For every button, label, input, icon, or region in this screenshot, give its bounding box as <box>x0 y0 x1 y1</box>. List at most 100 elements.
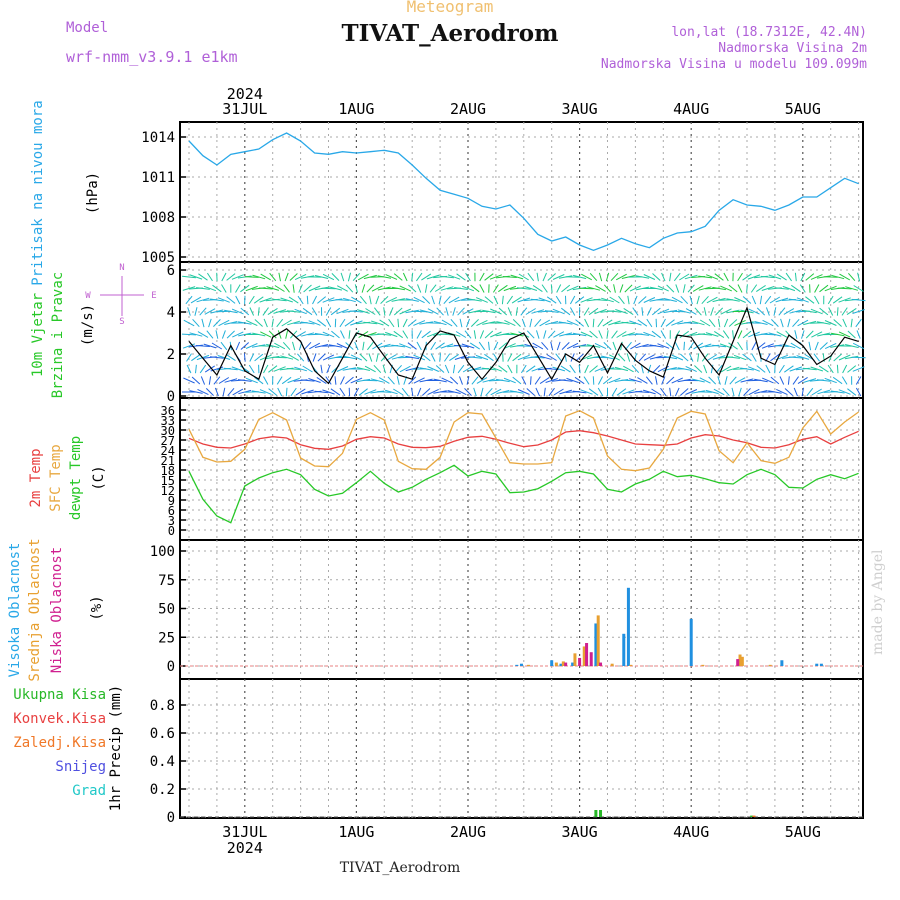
y-tick-label: 6 <box>168 504 175 518</box>
wind-arrow <box>827 295 834 305</box>
wind-arrow <box>687 284 695 293</box>
wind-arrow <box>624 284 633 293</box>
wind-arrow <box>613 284 616 293</box>
wind-arrow <box>558 379 573 382</box>
wind-arrow <box>368 353 373 362</box>
cloud-bar <box>582 646 586 666</box>
wind-arrow <box>342 355 357 360</box>
wind-arrow <box>342 297 356 303</box>
wind-arrow <box>560 365 571 373</box>
wind-arrow <box>615 273 627 281</box>
wind-arrow <box>289 273 298 281</box>
wind-arrow <box>722 387 730 397</box>
wind-arrow <box>225 353 236 362</box>
wind-arrow <box>552 274 565 280</box>
wind-arrow <box>605 272 610 282</box>
wind-arrow <box>626 353 631 362</box>
wind-arrow <box>468 366 482 372</box>
wind-arrow <box>544 310 559 313</box>
cloud-bar <box>736 659 740 666</box>
wind-arrow <box>312 353 317 362</box>
wind-arrow <box>592 376 595 385</box>
panel-frame-precip <box>179 678 864 819</box>
wind-arrow <box>608 377 621 384</box>
wind-arrow <box>680 295 689 305</box>
wind-arrow <box>547 273 556 281</box>
wind-arrow <box>728 342 738 350</box>
wind-arrow <box>350 354 363 361</box>
wind-arrow <box>794 272 797 282</box>
wind-arrow <box>534 318 542 328</box>
wind-arrow <box>455 331 467 338</box>
wind-arrow <box>810 274 823 280</box>
wind-arrow <box>823 276 838 278</box>
wind-arrow <box>450 318 458 328</box>
wind-arrow <box>589 330 598 339</box>
wind-arrow <box>682 284 686 293</box>
wind-arrow <box>679 388 689 396</box>
wind-arrow <box>380 353 388 362</box>
wind-arrow <box>339 387 346 397</box>
wind-arrow <box>503 285 517 292</box>
wind-arrow <box>276 318 284 328</box>
wind-arrow <box>611 330 618 339</box>
wind-arrow <box>584 364 589 374</box>
wind-arrow <box>572 274 587 280</box>
wind-arrow <box>456 273 466 281</box>
wind-arrow <box>641 307 644 316</box>
wind-arrow <box>797 376 808 385</box>
wind-arrow <box>661 272 666 282</box>
wind-arrow <box>714 273 724 281</box>
wind-arrow <box>413 296 425 304</box>
wind-arrow <box>762 319 774 327</box>
wind-arrow <box>426 274 440 280</box>
wind-arrow <box>249 353 255 362</box>
wind-arrow <box>498 365 508 373</box>
cloud-bar <box>629 664 633 666</box>
wind-arrow <box>294 366 308 372</box>
lonlat-label: lon,lat (18.7312E, 42.4N) <box>671 25 867 40</box>
wind-arrow <box>260 331 272 338</box>
footer-station-label: TIVAT_Aerodrom <box>339 860 461 876</box>
wind-arrow <box>444 364 450 374</box>
wind-arrow <box>232 331 244 338</box>
precip-legend-item: Konvek.Kisa <box>13 711 106 727</box>
wind-arrow <box>231 308 244 315</box>
wind-arrow <box>191 376 201 385</box>
wind-arrow <box>831 274 845 280</box>
y-tick-label: 33 <box>161 414 175 428</box>
wind-arrow <box>347 272 351 282</box>
cloud-bar <box>740 656 744 666</box>
wind-arrow <box>433 378 447 383</box>
wind-arrow <box>706 274 719 280</box>
wind-arrow <box>478 341 486 351</box>
wind-arrow <box>601 297 614 303</box>
y-tick-label: 100 <box>150 544 175 560</box>
wind-arrow <box>813 353 820 362</box>
wind-arrow <box>221 330 226 339</box>
wind-arrow <box>532 284 543 293</box>
wind-arrow <box>527 272 535 282</box>
wind-arrow <box>635 391 650 393</box>
wind-arrow <box>561 342 570 350</box>
wind-arrow <box>278 272 281 282</box>
wind-arrow <box>615 309 628 314</box>
wind-arrow <box>560 307 571 316</box>
wind-arrow <box>371 320 384 326</box>
compass-south: S <box>119 317 124 327</box>
wind-arrow <box>350 320 363 326</box>
wind-arrow <box>259 389 272 395</box>
wind-arrow <box>855 318 862 328</box>
wind-arrow <box>806 387 814 397</box>
wind-arrow <box>694 307 702 316</box>
wind-arrow <box>580 389 593 395</box>
wind-arrow <box>666 376 675 385</box>
wind-arrow <box>435 342 445 350</box>
wind-arrow <box>370 378 384 383</box>
wind-arrow <box>330 388 341 396</box>
wind-arrow <box>796 297 809 303</box>
wind-arrow <box>661 376 666 385</box>
wind-arrow <box>490 388 502 396</box>
cloud-bar <box>768 664 772 666</box>
